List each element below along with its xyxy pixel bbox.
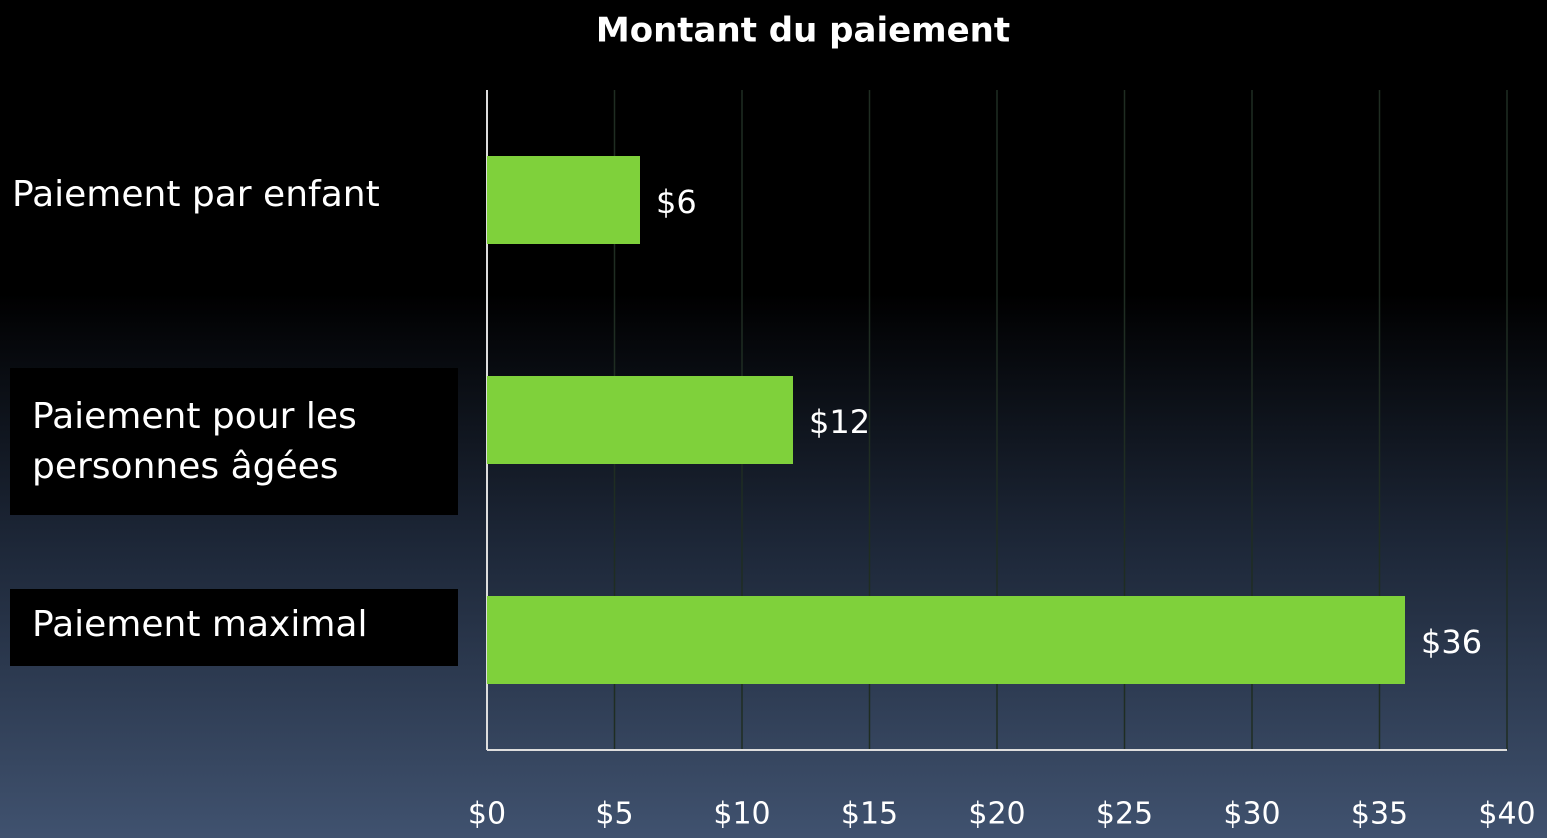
value-label: $12 bbox=[809, 403, 870, 441]
x-tick-label: $30 bbox=[1223, 797, 1280, 832]
x-tick-label: $0 bbox=[468, 797, 506, 832]
x-tick-label: $25 bbox=[1096, 797, 1153, 832]
bar bbox=[487, 156, 640, 244]
x-tick-label: $15 bbox=[841, 797, 898, 832]
y-tick-label: Paiement par enfant bbox=[12, 174, 380, 215]
x-tick-label: $35 bbox=[1351, 797, 1408, 832]
y-tick-label: Paiement maximal bbox=[32, 604, 368, 645]
x-tick-label: $40 bbox=[1478, 797, 1535, 832]
x-tick-label: $20 bbox=[968, 797, 1025, 832]
chart-title: Montant du paiement bbox=[596, 11, 1010, 51]
x-tick-label: $10 bbox=[713, 797, 770, 832]
bar bbox=[487, 376, 793, 464]
label-box bbox=[10, 589, 458, 666]
x-tick-label: $5 bbox=[595, 797, 633, 832]
y-tick-label: Paiement pour les personnes âgées bbox=[32, 396, 357, 487]
label-box bbox=[10, 368, 458, 515]
value-label: $6 bbox=[656, 183, 697, 221]
value-label: $36 bbox=[1421, 623, 1482, 661]
bar bbox=[487, 596, 1405, 684]
